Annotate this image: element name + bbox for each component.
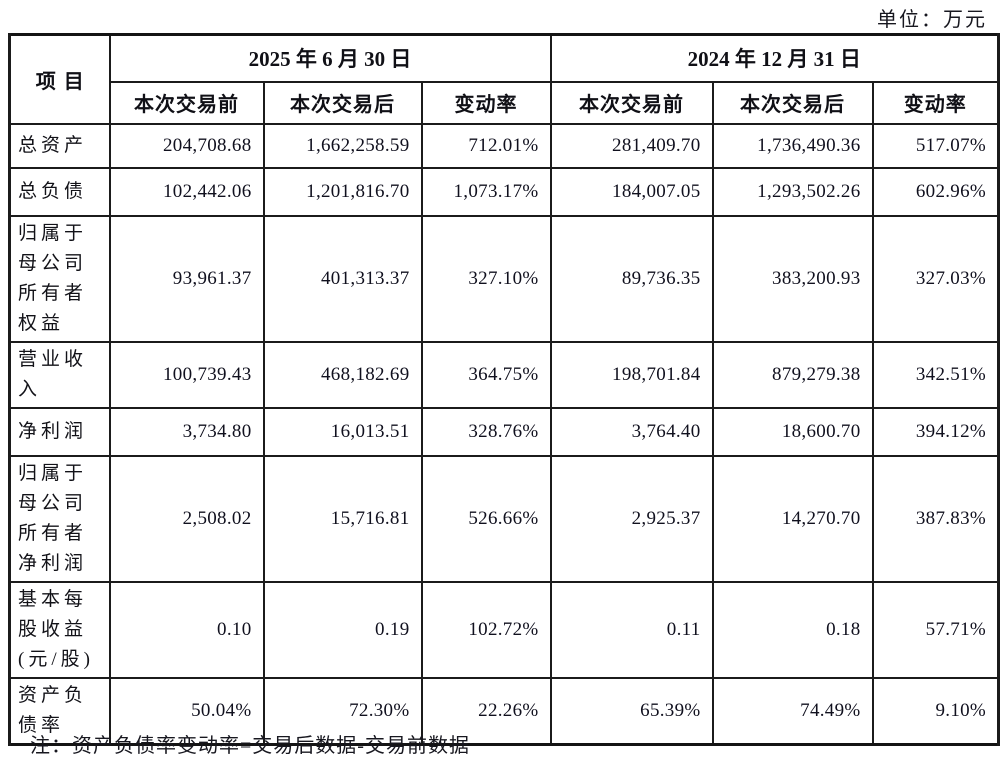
cell-value: 712.01% — [420, 122, 552, 169]
table-row-debt-ratio: 资产负 债率 50.04% 72.30% 22.26% 65.39% 74.49… — [8, 676, 1001, 745]
cell-value: 0.11 — [549, 580, 714, 679]
col-group-2025-06-30: 2025 年 6 月 30 日 — [108, 33, 552, 83]
row-label: 营业收 入 — [8, 340, 111, 409]
cell-value: 401,313.37 — [262, 214, 423, 343]
table-row-parent-equity: 归属于 母公司 所有者 权益 93,961.37 401,313.37 327.… — [8, 214, 1001, 343]
col-header-change-rate-2024: 变动率 — [871, 80, 1001, 125]
cell-value: 102,442.06 — [108, 166, 265, 217]
cell-value: 1,073.17% — [420, 166, 552, 217]
cell-value: 383,200.93 — [711, 214, 874, 343]
corner-header-item: 项目 — [8, 33, 111, 125]
header-row-dates: 项目 2025 年 6 月 30 日 2024 年 12 月 31 日 — [8, 33, 1001, 125]
cell-value: 74.49% — [711, 676, 874, 745]
row-label: 总负债 — [8, 166, 111, 217]
cell-value: 328.76% — [420, 406, 552, 457]
cell-value: 14,270.70 — [711, 454, 874, 583]
cell-value: 281,409.70 — [549, 122, 714, 169]
cell-value: 89,736.35 — [549, 214, 714, 343]
col-header-post-transaction-2025: 本次交易后 — [262, 80, 423, 125]
col-header-post-transaction-2024: 本次交易后 — [711, 80, 874, 125]
table-row-net-profit: 净利润 3,734.80 16,013.51 328.76% 3,764.40 … — [8, 406, 1001, 457]
cell-value: 327.10% — [420, 214, 552, 343]
cell-value: 9.10% — [871, 676, 1001, 745]
cell-value: 198,701.84 — [549, 340, 714, 409]
cell-value: 3,764.40 — [549, 406, 714, 457]
cell-value: 327.03% — [871, 214, 1001, 343]
row-label: 资产负 债率 — [8, 676, 111, 745]
row-label: 归属于 母公司 所有者 净利润 — [8, 454, 111, 583]
cell-value: 517.07% — [871, 122, 1001, 169]
cell-value: 1,662,258.59 — [262, 122, 423, 169]
cell-value: 526.66% — [420, 454, 552, 583]
cell-value: 50.04% — [108, 676, 265, 745]
cell-value: 100,739.43 — [108, 340, 265, 409]
financial-comparison-table: 项目 2025 年 6 月 30 日 2024 年 12 月 31 日 本次交易… — [8, 33, 1001, 746]
cell-value: 2,508.02 — [108, 454, 265, 583]
cell-value: 2,925.37 — [549, 454, 714, 583]
col-header-change-rate-2025: 变动率 — [420, 80, 552, 125]
table-row-basic-eps: 基本每 股收益 (元/股) 0.10 0.19 102.72% 0.11 0.1… — [8, 580, 1001, 679]
cell-value: 602.96% — [871, 166, 1001, 217]
col-header-pre-transaction-2025: 本次交易前 — [108, 80, 265, 125]
cell-value: 342.51% — [871, 340, 1001, 409]
cell-value: 184,007.05 — [549, 166, 714, 217]
table-row-total-liabilities: 总负债 102,442.06 1,201,816.70 1,073.17% 18… — [8, 166, 1001, 217]
cell-value: 204,708.68 — [108, 122, 265, 169]
cell-value: 1,736,490.36 — [711, 122, 874, 169]
col-header-pre-transaction-2024: 本次交易前 — [549, 80, 714, 125]
row-label: 净利润 — [8, 406, 111, 457]
cell-value: 72.30% — [262, 676, 423, 745]
cell-value: 387.83% — [871, 454, 1001, 583]
unit-label: 单位：万元 — [877, 9, 987, 31]
table-row-parent-net-profit: 归属于 母公司 所有者 净利润 2,508.02 15,716.81 526.6… — [8, 454, 1001, 583]
cell-value: 468,182.69 — [262, 340, 423, 409]
cell-value: 1,201,816.70 — [262, 166, 423, 217]
cell-value: 102.72% — [420, 580, 552, 679]
cell-value: 0.19 — [262, 580, 423, 679]
cell-value: 1,293,502.26 — [711, 166, 874, 217]
cell-value: 879,279.38 — [711, 340, 874, 409]
cell-value: 57.71% — [871, 580, 1001, 679]
cell-value: 0.10 — [108, 580, 265, 679]
footnote: 注：资产负债率变动率=交易后数据-交易前数据 — [30, 735, 470, 757]
row-label: 总资产 — [8, 122, 111, 169]
cell-value: 18,600.70 — [711, 406, 874, 457]
cell-value: 16,013.51 — [262, 406, 423, 457]
cell-value: 364.75% — [420, 340, 552, 409]
cell-value: 65.39% — [549, 676, 714, 745]
cell-value: 22.26% — [420, 676, 552, 745]
row-label: 基本每 股收益 (元/股) — [8, 580, 111, 679]
cell-value: 394.12% — [871, 406, 1001, 457]
table-row-total-assets: 总资产 204,708.68 1,662,258.59 712.01% 281,… — [8, 122, 1001, 169]
header-row-subcolumns: 本次交易前 本次交易后 变动率 本次交易前 本次交易后 变动率 — [10, 80, 1001, 125]
table-row-operating-revenue: 营业收 入 100,739.43 468,182.69 364.75% 198,… — [8, 340, 1001, 409]
cell-value: 0.18 — [711, 580, 874, 679]
col-group-2024-12-31: 2024 年 12 月 31 日 — [549, 33, 1001, 83]
cell-value: 15,716.81 — [262, 454, 423, 583]
cell-value: 3,734.80 — [108, 406, 265, 457]
row-label: 归属于 母公司 所有者 权益 — [8, 214, 111, 343]
cell-value: 93,961.37 — [108, 214, 265, 343]
